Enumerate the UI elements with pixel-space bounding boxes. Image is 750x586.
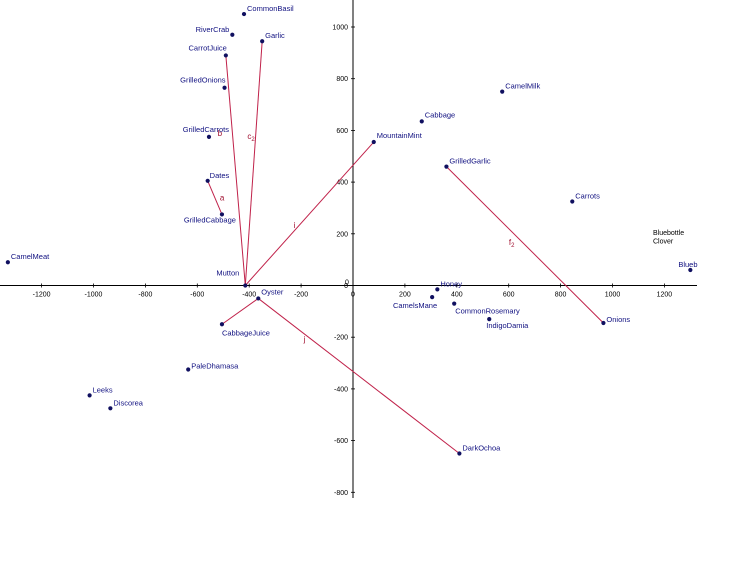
labels: CommonBasil RiverCrab Garlic CarrotJuice Gri… bbox=[11, 4, 698, 452]
segment-label-i: i bbox=[294, 221, 296, 230]
axes: -1200 -1000 -800 -600 -400 -200 0 200 400 600 800 1… bbox=[0, 0, 697, 498]
y-tick-label: 200 bbox=[336, 231, 348, 238]
segment-unnamed bbox=[221, 298, 259, 325]
point-camel-meat bbox=[5, 260, 10, 265]
y-tick-label: -200 bbox=[334, 335, 348, 342]
point-label-leeks: Leeks bbox=[93, 385, 113, 394]
point-pale-dhamasa bbox=[186, 367, 191, 372]
point-label-onions: Onions bbox=[606, 315, 630, 324]
point-label-grilled-cabbage: GrilledCabbage bbox=[184, 215, 236, 224]
x-tick-label: 1000 bbox=[605, 292, 621, 299]
point-leeks bbox=[87, 393, 92, 398]
point-label-dates: Dates bbox=[210, 171, 230, 180]
segment-label-a: a bbox=[220, 194, 225, 203]
point-label-grilled-garlic: GrilledGarlic bbox=[449, 157, 491, 166]
point-label-cabbage: Cabbage bbox=[425, 110, 455, 119]
x-tick-label: -800 bbox=[138, 292, 152, 299]
y-tick-label: 0 bbox=[344, 283, 348, 290]
point-camels-mane bbox=[430, 295, 435, 300]
point-cabbage bbox=[419, 119, 424, 124]
annotation-text: Bluebottle bbox=[653, 230, 684, 237]
x-tick-label: -400 bbox=[242, 292, 256, 299]
y-tick-label: 600 bbox=[336, 128, 348, 135]
point-label-camels-mane: CamelsMane bbox=[393, 301, 437, 310]
x-tick-label: 0 bbox=[351, 292, 355, 299]
point-label-common-basil: CommonBasil bbox=[247, 4, 294, 13]
point-carrots bbox=[570, 199, 575, 204]
y-tick-label: -600 bbox=[334, 438, 348, 445]
x-tick-label: 400 bbox=[451, 292, 463, 299]
point-cabbage-juice bbox=[219, 322, 225, 327]
point-label-grilled-onions: GrilledOnions bbox=[180, 76, 226, 85]
point-label-carrot-juice: CarrotJuice bbox=[188, 43, 226, 52]
points bbox=[5, 11, 693, 456]
origin-tick-label: 0 bbox=[345, 280, 349, 287]
annotation-text: Clover bbox=[653, 239, 674, 246]
segment-a bbox=[207, 180, 223, 215]
point-label-cabbage-juice: CabbageJuice bbox=[222, 328, 270, 337]
point-label-camel-meat: CamelMeat bbox=[11, 252, 50, 261]
segment-f2 bbox=[446, 166, 604, 324]
segment-label-j: j bbox=[303, 335, 306, 344]
point-grilled-garlic bbox=[444, 164, 449, 169]
y-tick-label: -800 bbox=[334, 490, 348, 497]
x-tick-label: 200 bbox=[399, 292, 411, 299]
point-mountain-mint bbox=[371, 139, 376, 145]
point-discorea bbox=[108, 406, 113, 411]
segments: a b c2 i j f2 bbox=[207, 41, 604, 454]
point-label-camel-milk: CamelMilk bbox=[505, 82, 540, 91]
segment-j bbox=[257, 298, 460, 454]
point-garlic bbox=[260, 39, 265, 44]
x-tick-label: -1200 bbox=[33, 292, 51, 299]
segment-label-f2: f2 bbox=[509, 238, 515, 249]
point-onions bbox=[601, 320, 606, 326]
point-label-oyster: Oyster bbox=[261, 287, 284, 296]
point-mutton bbox=[243, 283, 248, 288]
segment-i bbox=[244, 141, 375, 286]
point-blueb bbox=[688, 267, 693, 273]
point-label-river-crab: RiverCrab bbox=[196, 25, 230, 34]
point-label-blueb: Blueb bbox=[678, 260, 697, 269]
point-label-common-rosemary: CommonRosemary bbox=[455, 307, 520, 316]
point-carrot-juice bbox=[223, 53, 228, 58]
segment-label-b: b bbox=[218, 129, 223, 138]
point-label-mutton: Mutton bbox=[216, 269, 239, 278]
y-tick-label: 800 bbox=[336, 76, 348, 83]
point-label-dark-ochoa: DarkOchoa bbox=[462, 444, 501, 453]
point-grilled-cabbage bbox=[219, 212, 225, 217]
point-label-carrots: Carrots bbox=[575, 191, 600, 200]
y-tick-label: 400 bbox=[336, 180, 348, 187]
point-honey bbox=[435, 287, 440, 292]
x-tick-label: 1200 bbox=[657, 292, 673, 299]
segment-label-c2: c2 bbox=[247, 132, 255, 143]
point-label-pale-dhamasa: PaleDhamasa bbox=[191, 362, 239, 371]
point-label-grilled-carrots: GrilledCarrots bbox=[183, 125, 230, 134]
point-grilled-onions bbox=[222, 85, 227, 90]
point-dates bbox=[205, 178, 210, 183]
segment-b bbox=[225, 55, 246, 286]
segment-c2 bbox=[244, 41, 263, 286]
point-label-discorea: Discorea bbox=[113, 398, 143, 407]
point-common-basil bbox=[241, 11, 247, 17]
x-tick-label: -200 bbox=[294, 292, 308, 299]
point-oyster bbox=[256, 296, 261, 301]
x-tick-label: 600 bbox=[503, 292, 515, 299]
point-camel-milk bbox=[500, 89, 505, 94]
point-river-crab bbox=[230, 32, 235, 37]
x-tick-label: 800 bbox=[555, 292, 567, 299]
point-dark-ochoa bbox=[457, 451, 462, 456]
point-label-indigo-damia: IndigoDamia bbox=[486, 321, 529, 330]
x-tick-label: -1000 bbox=[85, 292, 103, 299]
point-indigo-damia bbox=[487, 317, 492, 322]
x-tick-label: -600 bbox=[190, 292, 204, 299]
y-tick-label: -400 bbox=[334, 386, 348, 393]
point-grilled-carrots bbox=[206, 134, 212, 139]
point-label-honey: Honey bbox=[440, 279, 462, 288]
point-label-mountain-mint: MountainMint bbox=[377, 131, 423, 140]
point-label-garlic: Garlic bbox=[265, 31, 285, 40]
y-tick-label: 1000 bbox=[332, 25, 348, 32]
point-common-rosemary bbox=[452, 301, 457, 306]
